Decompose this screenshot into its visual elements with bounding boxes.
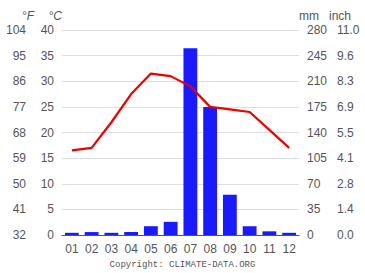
svg-text:05: 05 (144, 242, 158, 256)
svg-text:02: 02 (85, 242, 99, 256)
svg-text:280: 280 (307, 23, 327, 37)
svg-text:40: 40 (41, 23, 55, 37)
svg-text:35: 35 (41, 49, 55, 63)
svg-text:9.6: 9.6 (337, 49, 354, 63)
svg-text:32: 32 (13, 228, 27, 242)
svg-text:08: 08 (203, 242, 217, 256)
svg-text:01: 01 (65, 242, 79, 256)
svg-text:140: 140 (307, 126, 327, 140)
svg-text:70: 70 (307, 177, 321, 191)
svg-text:1.4: 1.4 (337, 202, 354, 216)
svg-text:°C: °C (49, 9, 63, 23)
svg-text:35: 35 (307, 202, 321, 216)
svg-text:25: 25 (41, 100, 55, 114)
svg-text:06: 06 (164, 242, 178, 256)
svg-text:50: 50 (13, 177, 27, 191)
svg-text:104: 104 (6, 23, 26, 37)
svg-text:12: 12 (282, 242, 296, 256)
svg-text:95: 95 (13, 49, 27, 63)
svg-text:77: 77 (13, 100, 27, 114)
svg-text:inch: inch (329, 9, 351, 23)
svg-text:09: 09 (223, 242, 237, 256)
svg-text:68: 68 (13, 126, 27, 140)
svg-text:8.3: 8.3 (337, 74, 354, 88)
svg-text:175: 175 (307, 100, 327, 114)
svg-text:0: 0 (47, 228, 54, 242)
svg-text:245: 245 (307, 49, 327, 63)
svg-text:0: 0 (307, 228, 314, 242)
svg-text:15: 15 (41, 151, 55, 165)
svg-text:4.1: 4.1 (337, 151, 354, 165)
svg-text:10: 10 (41, 177, 55, 191)
svg-text:210: 210 (307, 74, 327, 88)
svg-text:30: 30 (41, 74, 55, 88)
svg-text:5.5: 5.5 (337, 126, 354, 140)
svg-text:86: 86 (13, 74, 27, 88)
svg-text:Copyright: CLIMATE-DATA.ORG: Copyright: CLIMATE-DATA.ORG (110, 260, 256, 270)
svg-text:2.8: 2.8 (337, 177, 354, 191)
svg-text:6.9: 6.9 (337, 100, 354, 114)
svg-text:20: 20 (41, 126, 55, 140)
svg-text:03: 03 (105, 242, 119, 256)
svg-text:0.0: 0.0 (337, 228, 354, 242)
svg-text:07: 07 (184, 242, 198, 256)
svg-text:5: 5 (47, 202, 54, 216)
svg-text:10: 10 (243, 242, 257, 256)
svg-text:mm: mm (299, 9, 319, 23)
svg-text:11: 11 (263, 242, 276, 256)
svg-text:°F: °F (22, 9, 35, 23)
svg-text:04: 04 (124, 242, 138, 256)
svg-text:41: 41 (13, 202, 27, 216)
svg-text:59: 59 (13, 151, 27, 165)
svg-text:105: 105 (307, 151, 327, 165)
svg-text:11.0: 11.0 (337, 23, 360, 37)
